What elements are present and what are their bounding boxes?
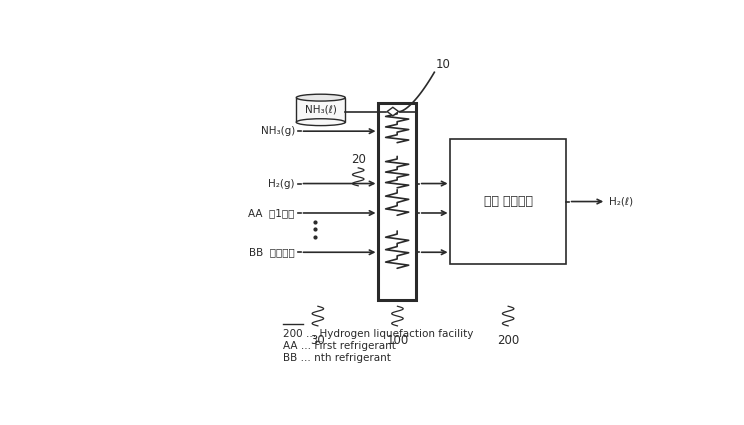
Text: H₂(g): H₂(g): [269, 178, 295, 189]
Text: H₂(ℓ): H₂(ℓ): [609, 196, 633, 207]
Text: 100: 100: [386, 334, 408, 347]
Text: 20: 20: [351, 153, 365, 166]
Bar: [379, 103, 416, 300]
Text: 수소 액화설비: 수소 액화설비: [484, 195, 533, 208]
Text: NH₃(ℓ): NH₃(ℓ): [305, 105, 337, 115]
Text: 30: 30: [310, 334, 325, 347]
Ellipse shape: [296, 94, 345, 101]
Text: AA  제1냉매: AA 제1냉매: [248, 208, 295, 218]
Text: BB  제나냉매: BB 제나냉매: [249, 247, 295, 257]
Bar: [296, 98, 345, 122]
Text: AA … First refrigerant: AA … First refrigerant: [283, 341, 396, 351]
Text: NH₃(g): NH₃(g): [260, 126, 295, 136]
Text: 200 … Hydrogen liquefaction facility: 200 … Hydrogen liquefaction facility: [283, 329, 474, 339]
Bar: [451, 139, 566, 264]
Text: 200: 200: [497, 334, 519, 347]
Ellipse shape: [296, 119, 345, 126]
Text: 10: 10: [435, 58, 450, 71]
Text: BB … nth refrigerant: BB … nth refrigerant: [283, 353, 391, 363]
Polygon shape: [387, 107, 399, 116]
